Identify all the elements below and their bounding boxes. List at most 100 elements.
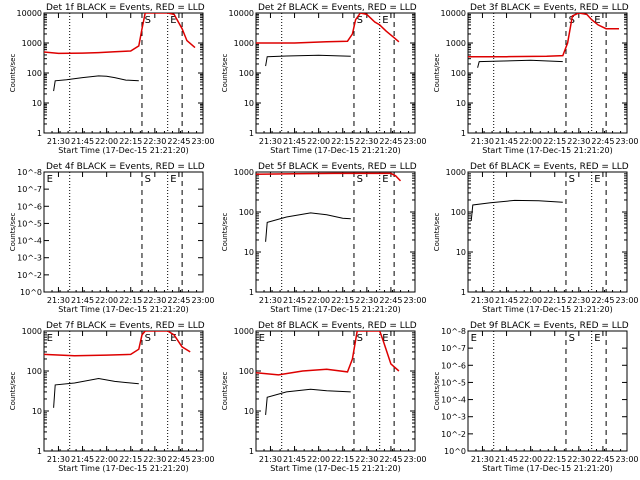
plot-frame: [255, 330, 416, 452]
series-line-events: [477, 59, 563, 68]
panel-title: Det 6f BLACK = Events, RED = LLD: [470, 162, 629, 172]
y-tick-label: 10^-4: [441, 396, 466, 405]
event-marker-label: S: [145, 333, 151, 344]
x-tick-label: 21:30: [471, 137, 494, 146]
event-marker-label: E: [594, 333, 600, 344]
series-line-lld: [468, 13, 619, 58]
event-marker-label: E: [594, 15, 600, 26]
x-tick-label: 23:00: [191, 137, 214, 146]
y-tick-label: 1000: [446, 168, 466, 177]
event-marker-label: E: [170, 15, 176, 26]
panel-title: Det 9f BLACK = Events, RED = LLD: [470, 321, 629, 331]
x-tick-label: 22:15: [331, 296, 354, 305]
y-tick-label: 1: [249, 447, 254, 456]
y-tick-label: 100: [239, 69, 254, 78]
y-tick-label: 10^-2: [441, 430, 466, 439]
panel-grid: Det 1f BLACK = Events, RED = LLD 1 10 100 10…: [9, 3, 639, 473]
x-tick-label: 23:00: [403, 137, 426, 146]
x-tick-label: 22:00: [307, 455, 330, 464]
plot-frame: [467, 330, 628, 452]
x-tick-label: 22:45: [167, 455, 190, 464]
event-marker-label: E: [170, 174, 176, 185]
x-tick-label: 21:30: [259, 455, 282, 464]
series-line-events: [265, 212, 351, 242]
y-tick-label: 10: [244, 99, 254, 108]
y-tick-label: 1: [37, 447, 42, 456]
x-tick-label: 22:00: [307, 137, 330, 146]
x-tick-label: 21:45: [495, 137, 518, 146]
event-marker-label: E: [259, 333, 265, 344]
y-tick-label: 1000: [22, 39, 42, 48]
y-axis-label: Counts/sec: [221, 372, 229, 411]
x-tick-label: 22:45: [591, 455, 614, 464]
event-marker-label: S: [357, 15, 363, 26]
event-marker-label: S: [569, 174, 575, 185]
plot-frame: [43, 330, 204, 452]
x-tick-label: 21:30: [47, 296, 70, 305]
y-tick-label: 10^-8: [441, 327, 466, 336]
x-tick-label: 22:00: [95, 296, 118, 305]
y-tick-label: 10: [244, 407, 254, 416]
x-tick-label: 22:45: [591, 137, 614, 146]
x-tick-label: 21:45: [495, 296, 518, 305]
panel-title: Det 3f BLACK = Events, RED = LLD: [470, 3, 629, 13]
event-marker-label: E: [382, 174, 388, 185]
x-tick-label: 22:45: [379, 455, 402, 464]
y-tick-label: 10^0: [444, 447, 466, 456]
x-tick-label: 22:30: [567, 137, 590, 146]
y-tick-label: 100: [239, 208, 254, 217]
y-tick-label: 10^-5: [17, 219, 42, 228]
x-axis-label: Start Time (17-Dec-15 21:21:20): [270, 146, 401, 155]
series-line-lld: [44, 331, 191, 357]
y-tick-label: 100: [451, 69, 466, 78]
x-tick-label: 21:30: [259, 296, 282, 305]
x-axis-label: Start Time (17-Dec-15 21:21:20): [270, 464, 401, 473]
y-tick-label: 100: [239, 367, 254, 376]
y-tick-label: 10^-6: [17, 202, 42, 211]
x-tick-label: 22:15: [119, 296, 142, 305]
chart-panel-9: Det 9f BLACK = Events, RED = LLD 10^0 10^-…: [433, 321, 639, 473]
event-marker-label: E: [594, 174, 600, 185]
y-tick-label: 10^-3: [17, 254, 42, 263]
x-tick-label: 22:15: [331, 137, 354, 146]
x-tick-label: 22:15: [543, 455, 566, 464]
y-tick-label: 10^-3: [441, 413, 466, 422]
y-tick-label: 10^-7: [17, 185, 42, 194]
y-axis-label: Counts/sec: [9, 372, 17, 411]
x-tick-label: 21:45: [283, 296, 306, 305]
y-tick-label: 1: [249, 129, 254, 138]
x-tick-label: 22:00: [95, 455, 118, 464]
chart-panel-6: Det 6f BLACK = Events, RED = LLD 1 10 100 10…: [433, 162, 639, 314]
panel-title: Det 5f BLACK = Events, RED = LLD: [258, 162, 417, 172]
y-tick-label: 10^-8: [17, 168, 42, 177]
chart-panel-2: Det 2f BLACK = Events, RED = LLD 1 10 100 10…: [221, 3, 427, 155]
event-marker-label: E: [47, 174, 53, 185]
series-line-lld: [256, 13, 400, 44]
event-marker-label: S: [569, 333, 575, 344]
x-tick-label: 22:00: [519, 296, 542, 305]
x-tick-label: 22:30: [355, 137, 378, 146]
x-tick-label: 22:45: [379, 137, 402, 146]
x-axis-label: Start Time (17-Dec-15 21:21:20): [482, 305, 613, 314]
y-tick-label: 1000: [22, 327, 42, 336]
x-tick-label: 21:30: [471, 296, 494, 305]
x-tick-label: 23:00: [403, 455, 426, 464]
plot-frame: [255, 171, 416, 293]
event-marker-label: E: [471, 333, 477, 344]
x-tick-label: 22:45: [591, 296, 614, 305]
x-tick-label: 23:00: [615, 137, 638, 146]
series-line-lld: [256, 172, 402, 182]
series-line-events: [265, 388, 351, 415]
chart-panel-1: Det 1f BLACK = Events, RED = LLD 1 10 100 10…: [9, 3, 215, 155]
y-tick-label: 10000: [229, 9, 254, 18]
y-tick-label: 1: [461, 288, 466, 297]
panel-title: Det 1f BLACK = Events, RED = LLD: [46, 3, 205, 13]
x-axis-label: Start Time (17-Dec-15 21:21:20): [482, 464, 613, 473]
series-line-lld: [256, 331, 400, 376]
y-tick-label: 10^-6: [441, 361, 466, 370]
panel-title: Det 8f BLACK = Events, RED = LLD: [258, 321, 417, 331]
event-marker-label: S: [357, 333, 363, 344]
chart-panel-5: Det 5f BLACK = Events, RED = LLD 1 10 100 10…: [221, 162, 427, 314]
y-axis-label: Counts/sec: [9, 213, 17, 252]
x-tick-label: 21:45: [71, 455, 94, 464]
